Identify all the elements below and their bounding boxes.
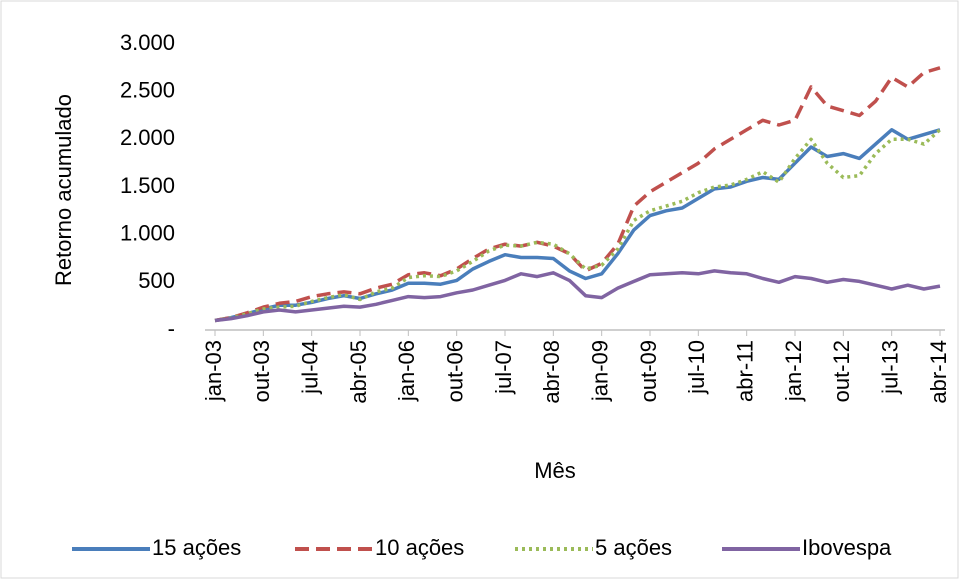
y-tick-label: 2.500	[120, 77, 175, 102]
x-tick-label: out-09	[636, 340, 661, 402]
y-tick-label: 2.000	[120, 125, 175, 150]
legend-label: 10 ações	[375, 535, 464, 560]
x-tick-label: jan-06	[394, 340, 419, 402]
x-tick-label: abr-08	[539, 340, 564, 404]
y-tick-label: -	[168, 316, 175, 341]
y-tick-label: 1.500	[120, 173, 175, 198]
x-axis-title: Mês	[534, 458, 576, 483]
x-tick-label: out-12	[829, 340, 854, 402]
x-tick-label: out-06	[442, 340, 467, 402]
x-tick-label: out-03	[249, 340, 274, 402]
x-tick-label: jan-03	[201, 340, 226, 402]
x-tick-label: jan-12	[781, 340, 806, 402]
y-axis-title: Retorno acumulado	[51, 94, 76, 286]
x-tick-label: jul-07	[491, 340, 516, 395]
series-line	[214, 128, 942, 323]
x-tick-label: abr-11	[732, 340, 757, 402]
series-line	[214, 269, 941, 323]
y-tick-label: 1.000	[120, 220, 175, 245]
x-tick-label: jan-09	[587, 340, 612, 402]
x-tick-label: jul-04	[297, 340, 322, 395]
legend-label: 5 ações	[595, 535, 672, 560]
y-tick-label: 500	[138, 268, 175, 293]
legend-label: 15 ações	[152, 535, 241, 560]
x-tick-label: jul-10	[684, 340, 709, 395]
x-tick-label: jul-13	[877, 340, 902, 395]
x-tick-label: abr-05	[346, 340, 371, 404]
y-tick-label: 3.000	[120, 30, 175, 55]
legend-label: Ibovespa	[802, 535, 892, 560]
x-tick-label: abr-14	[926, 340, 951, 404]
